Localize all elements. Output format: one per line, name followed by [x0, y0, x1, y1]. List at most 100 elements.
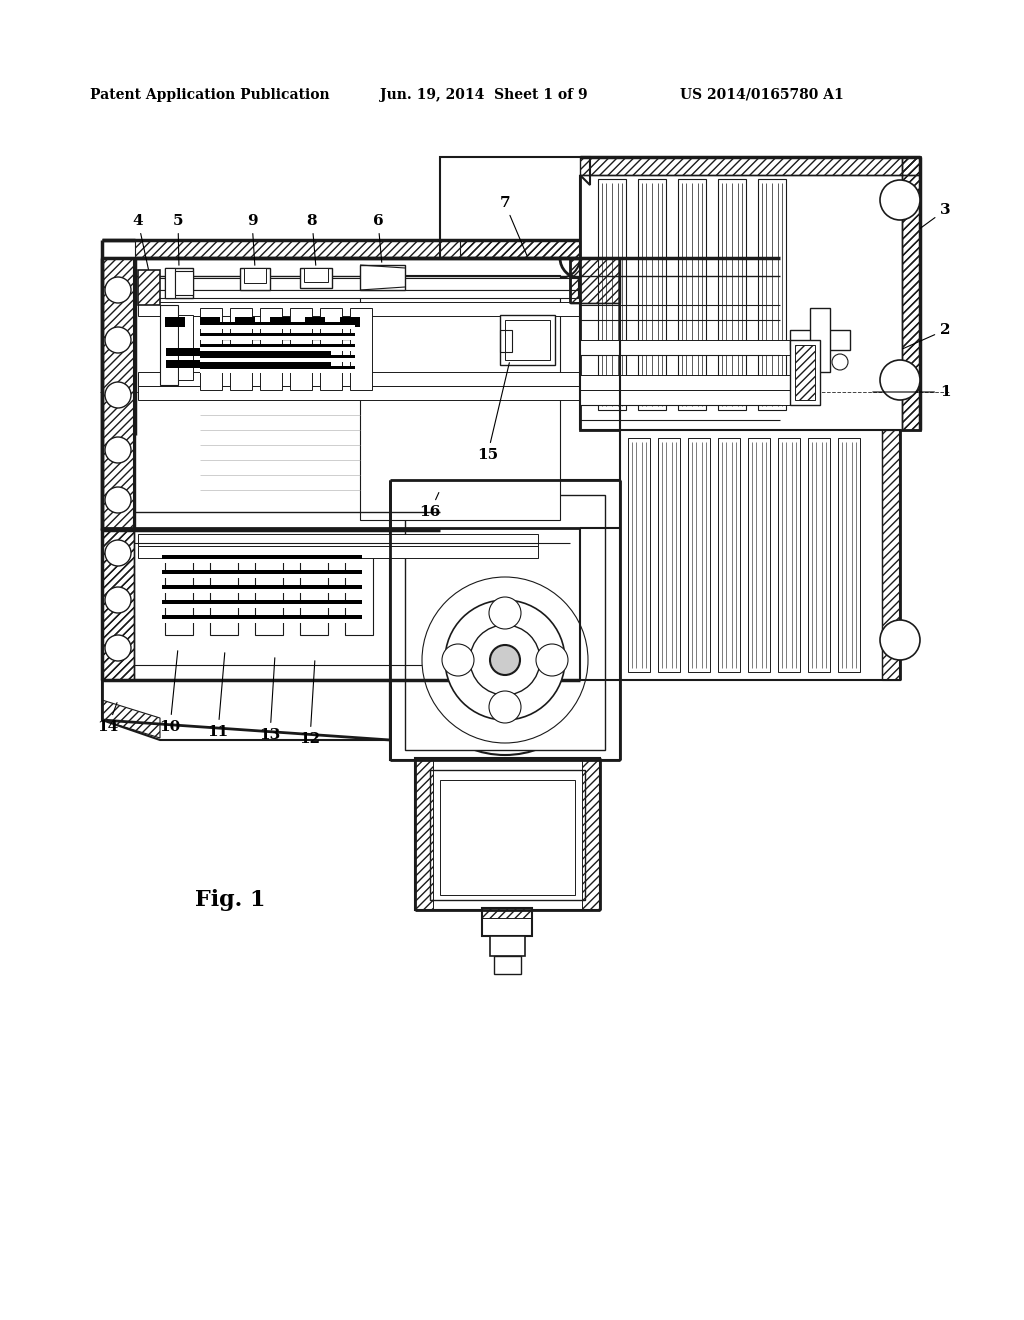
Bar [482, 908, 532, 936]
Bar [165, 317, 185, 327]
Bar [688, 438, 710, 672]
Circle shape [490, 645, 520, 675]
Bar [138, 372, 580, 385]
Bar [778, 438, 800, 672]
Bar [200, 333, 355, 341]
Text: 8: 8 [306, 214, 317, 265]
Bar [200, 308, 222, 389]
Bar [582, 758, 600, 909]
Bar [162, 589, 362, 593]
Bar [406, 495, 605, 750]
Bar [200, 337, 355, 341]
Bar [200, 355, 355, 362]
Bar [305, 317, 325, 327]
Circle shape [105, 587, 131, 612]
Circle shape [445, 601, 565, 719]
Bar [200, 325, 355, 329]
Circle shape [105, 277, 131, 304]
Text: 3: 3 [921, 203, 950, 228]
Bar [200, 347, 355, 351]
Bar [162, 570, 362, 578]
Bar [838, 438, 860, 672]
Bar [628, 438, 650, 672]
Bar [102, 528, 134, 680]
Bar [570, 257, 620, 304]
Bar [902, 157, 920, 430]
Bar [638, 180, 666, 411]
Bar [102, 528, 134, 680]
Bar [160, 305, 178, 385]
Bar [200, 345, 355, 351]
Bar [598, 180, 626, 411]
Bar [580, 389, 800, 405]
Bar [135, 240, 580, 257]
Text: 9: 9 [247, 214, 257, 265]
Bar [482, 908, 532, 917]
Bar [718, 180, 746, 411]
Bar [580, 341, 800, 355]
Bar [162, 585, 362, 593]
Bar [810, 308, 830, 372]
Bar [255, 545, 283, 635]
Circle shape [880, 360, 920, 400]
Bar [718, 438, 740, 672]
Bar [102, 257, 134, 531]
Text: 5: 5 [173, 214, 183, 265]
Bar [162, 605, 362, 609]
Bar [162, 615, 362, 623]
Bar [580, 157, 920, 176]
Bar [166, 360, 331, 368]
Text: 15: 15 [477, 363, 509, 462]
Bar [162, 574, 362, 578]
Bar [138, 546, 538, 558]
Circle shape [831, 354, 848, 370]
Bar [162, 554, 362, 564]
Bar [175, 271, 193, 294]
Circle shape [489, 597, 521, 630]
Polygon shape [102, 680, 390, 741]
Bar [790, 330, 850, 350]
Bar [162, 601, 362, 609]
Text: US 2014/0165780 A1: US 2014/0165780 A1 [680, 88, 844, 102]
Bar [244, 268, 266, 282]
Bar [200, 317, 220, 327]
Text: 2: 2 [902, 323, 950, 348]
Text: 1: 1 [872, 385, 950, 399]
Bar [440, 780, 575, 895]
Bar [345, 545, 373, 635]
Bar [165, 268, 193, 298]
Bar [415, 758, 433, 909]
Bar [234, 317, 255, 327]
Circle shape [105, 487, 131, 513]
Bar [500, 330, 512, 352]
Bar [360, 275, 560, 520]
Bar [200, 370, 355, 374]
Text: 13: 13 [259, 657, 281, 742]
Bar [178, 315, 193, 380]
Circle shape [105, 381, 131, 408]
Bar [902, 157, 920, 430]
Bar [138, 279, 578, 290]
Text: 4: 4 [133, 214, 148, 269]
Bar [210, 545, 238, 635]
Bar [494, 956, 521, 974]
Bar [300, 268, 332, 288]
Text: 6: 6 [373, 214, 383, 263]
Bar [790, 341, 820, 405]
Circle shape [105, 635, 131, 661]
Bar [490, 936, 525, 956]
Bar [795, 345, 815, 400]
Polygon shape [440, 157, 590, 257]
Bar [162, 558, 362, 564]
Bar [415, 758, 600, 909]
Bar [882, 430, 900, 680]
Text: 7: 7 [500, 195, 527, 256]
Bar [658, 438, 680, 672]
Bar [230, 308, 252, 389]
Circle shape [105, 437, 131, 463]
Bar [138, 271, 160, 305]
Bar [505, 319, 550, 360]
Bar [808, 438, 830, 672]
Bar [200, 358, 355, 362]
Bar [390, 480, 620, 760]
